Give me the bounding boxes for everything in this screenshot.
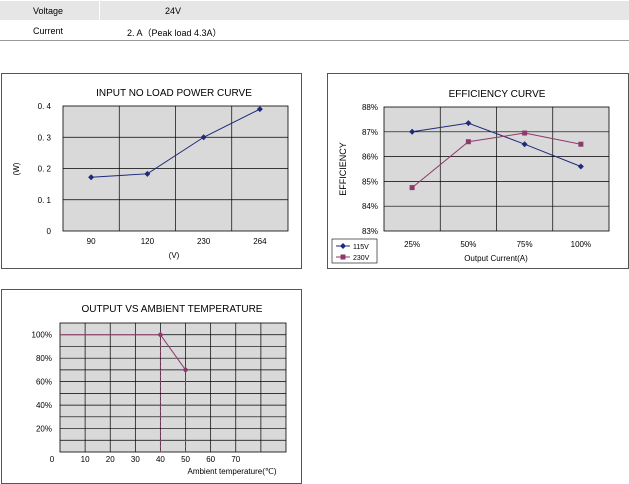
y-tick-label: 0. 3	[38, 133, 52, 142]
data-point	[88, 174, 95, 181]
y-tick-label: 0. 1	[38, 196, 52, 205]
series-line-230V	[411, 132, 581, 188]
chart-title: INPUT NO LOAD POWER CURVE	[96, 88, 252, 99]
data-point-230V	[578, 141, 584, 147]
y-tick-label: 86%	[362, 153, 378, 162]
legend-box	[331, 238, 378, 264]
y-tick-label: 100%	[32, 331, 52, 340]
x-tick-label: 20	[106, 455, 115, 464]
y-tick-label: 40%	[36, 401, 52, 410]
no-load-power-chart-svg: INPUT NO LOAD POWER CURVE 0 0. 1 0. 2 0. 3 0.…	[12, 88, 289, 260]
x-tick-label: 50	[181, 455, 190, 464]
data-point-115V	[409, 128, 416, 135]
plot-area	[59, 322, 287, 453]
x-axis-label: Ambient temperature(℃)	[187, 467, 276, 476]
derating-chart-svg: OUTPUT VS AMBIENT TEMPERATURE 20% 40% 60% 80…	[32, 304, 287, 476]
data-point-115V	[521, 141, 528, 148]
y-tick-label: 88%	[362, 103, 378, 112]
x-tick-label: 0	[50, 455, 55, 464]
legend-label: 115V	[353, 244, 369, 251]
legend-marker	[340, 254, 346, 260]
y-axis-label: (W)	[12, 162, 21, 175]
x-tick-label: 70	[231, 455, 240, 464]
y-tick-label: 80%	[36, 354, 52, 363]
data-point-230V	[522, 130, 528, 136]
y-tick-label: 60%	[36, 378, 52, 387]
y-tick-label: 0. 4	[38, 102, 52, 111]
series-line	[91, 108, 261, 178]
y-tick-label: 87%	[362, 128, 378, 137]
spec-label-voltage: Voltage	[33, 6, 64, 16]
x-tick-label: 25%	[404, 240, 420, 249]
y-tick-label: 84%	[362, 202, 378, 211]
data-point	[256, 106, 263, 113]
data-point-115V	[577, 163, 584, 170]
x-tick-label: 264	[253, 237, 267, 246]
x-tick-label: 40	[156, 455, 165, 464]
x-tick-label: 120	[141, 237, 155, 246]
x-axis-label: Output Current(A)	[464, 254, 528, 263]
x-tick-label: 50%	[460, 240, 476, 249]
x-tick-label: 90	[87, 237, 96, 246]
y-tick-label: 0	[47, 227, 52, 236]
x-tick-label: 10	[81, 455, 90, 464]
y-tick-label: 0. 2	[38, 165, 52, 174]
spec-row-voltage: Voltage 24V	[0, 1, 629, 20]
efficiency-chart: EFFICIENCY CURVE 83% 84% 85% 86% 87% 88% 25% 50%…	[327, 73, 629, 269]
data-point	[157, 331, 164, 338]
spec-value-current: 2. A（Peak load 4.3A）	[127, 28, 222, 38]
legend-marker	[340, 243, 346, 249]
spec-value-voltage: 24V	[165, 6, 182, 16]
y-tick-label: 20%	[36, 425, 52, 434]
data-point	[144, 170, 151, 177]
y-axis-label: EFFICIENCY	[338, 142, 348, 196]
cell-divider	[99, 1, 100, 20]
data-point-115V	[465, 120, 472, 127]
data-point-230V	[409, 185, 415, 191]
data-point-230V	[465, 139, 471, 145]
no-load-power-chart: INPUT NO LOAD POWER CURVE 0 0. 1 0. 2 0. 3 0.…	[1, 73, 302, 269]
series-line-115V	[412, 122, 582, 167]
x-tick-label: 230	[197, 237, 211, 246]
efficiency-chart-svg: EFFICIENCY CURVE 83% 84% 85% 86% 87% 88% 25% 50%…	[331, 89, 610, 264]
x-tick-label: 30	[131, 455, 140, 464]
x-tick-label: 100%	[571, 240, 591, 249]
spec-label-current: Current	[33, 26, 64, 36]
chart-title: EFFICIENCY CURVE	[449, 89, 546, 100]
spec-row-current: Current 2. A（Peak load 4.3A）	[0, 21, 629, 41]
x-axis-label: (V)	[169, 251, 180, 260]
legend-label: 230V	[353, 255, 370, 262]
data-point	[200, 134, 207, 141]
x-tick-label: 60	[206, 455, 215, 464]
derating-chart: OUTPUT VS AMBIENT TEMPERATURE 20% 40% 60% 80…	[1, 289, 302, 484]
x-tick-label: 75%	[517, 240, 533, 249]
chart-title: OUTPUT VS AMBIENT TEMPERATURE	[82, 304, 263, 315]
y-tick-label: 83%	[362, 227, 378, 236]
y-tick-label: 85%	[362, 177, 378, 186]
